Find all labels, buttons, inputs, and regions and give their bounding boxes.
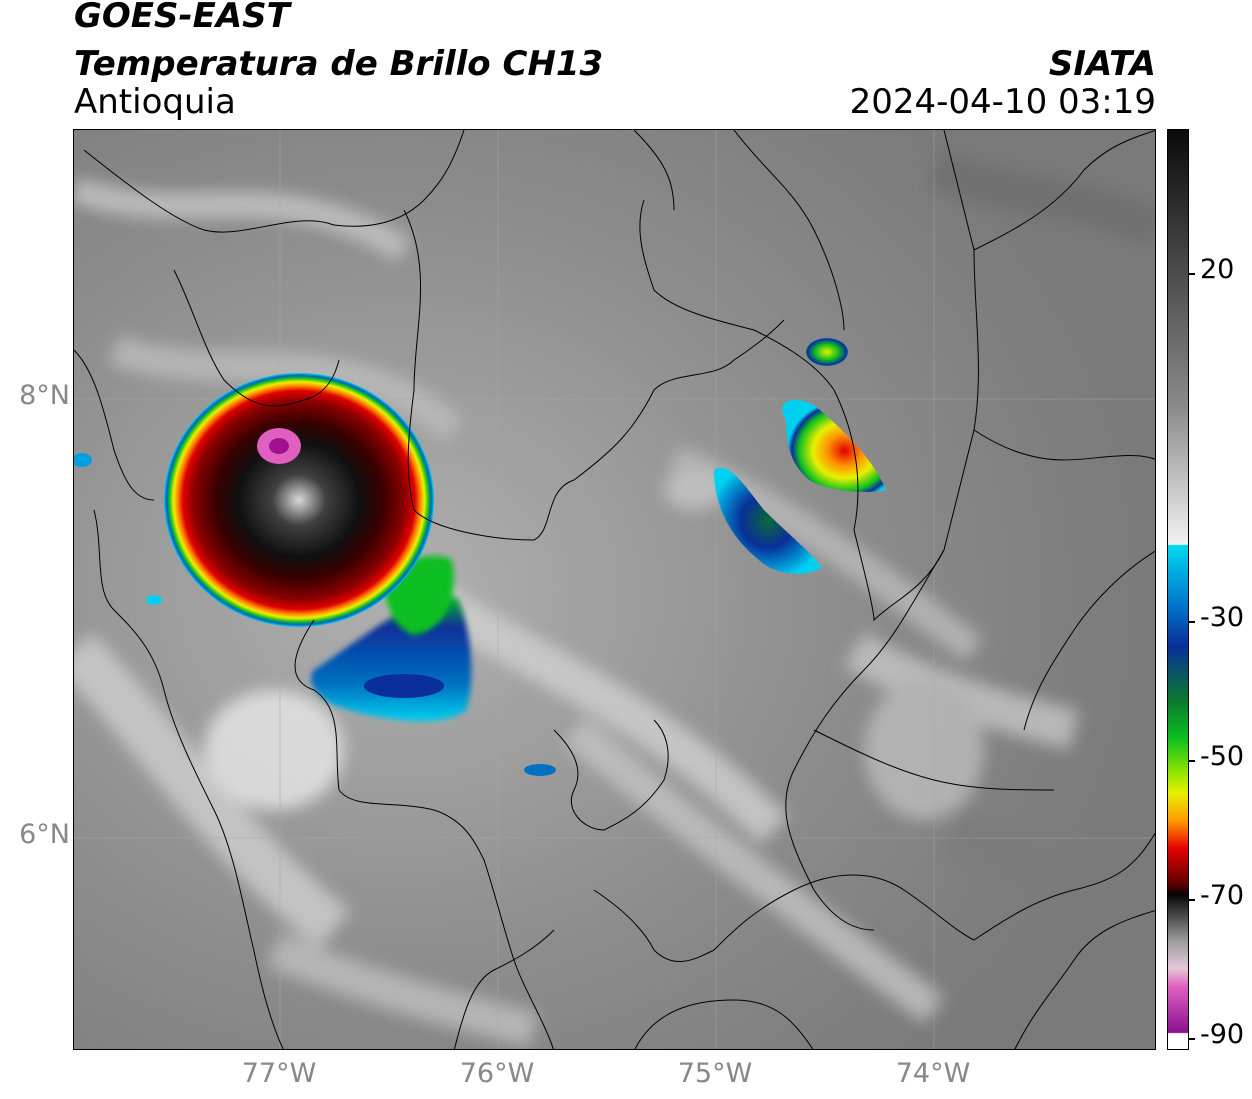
lon-label-77w: 77°W [241, 1058, 317, 1089]
colorbar-tick-minus70: -70 [1200, 880, 1245, 911]
datetime-label: 2024-04-10 03:19 [849, 82, 1156, 122]
convective-cell-central [714, 467, 822, 574]
lat-label-6n: 6°N [19, 819, 70, 850]
political-boundaries [74, 130, 1155, 1049]
convective-storm-main [164, 373, 434, 627]
lat-label-8n: 8°N [19, 380, 70, 411]
colorbar-graphic [1168, 130, 1188, 1049]
agency-label: SIATA [1048, 44, 1156, 84]
convective-cell-south [524, 764, 556, 776]
colorbar-tick-minus90: -90 [1200, 1019, 1245, 1050]
lon-label-76w: 76°W [459, 1058, 535, 1089]
colorbar-tick-minus50: -50 [1200, 741, 1245, 772]
lon-label-74w: 74°W [895, 1058, 971, 1089]
satellite-title: GOES-EAST [74, 0, 290, 36]
region-label: Antioquia [74, 82, 236, 122]
convective-cell-north [806, 338, 848, 366]
product-title: Temperatura de Brillo CH13 [74, 44, 604, 84]
colorbar-tick-20: 20 [1200, 254, 1235, 285]
convective-cell-east [782, 400, 886, 492]
colorbar-tick-minus30: -30 [1200, 602, 1245, 633]
satellite-map[interactable] [73, 129, 1156, 1050]
colorbar [1167, 129, 1189, 1050]
lon-label-75w: 75°W [677, 1058, 753, 1089]
map-canvas [74, 130, 1155, 1049]
